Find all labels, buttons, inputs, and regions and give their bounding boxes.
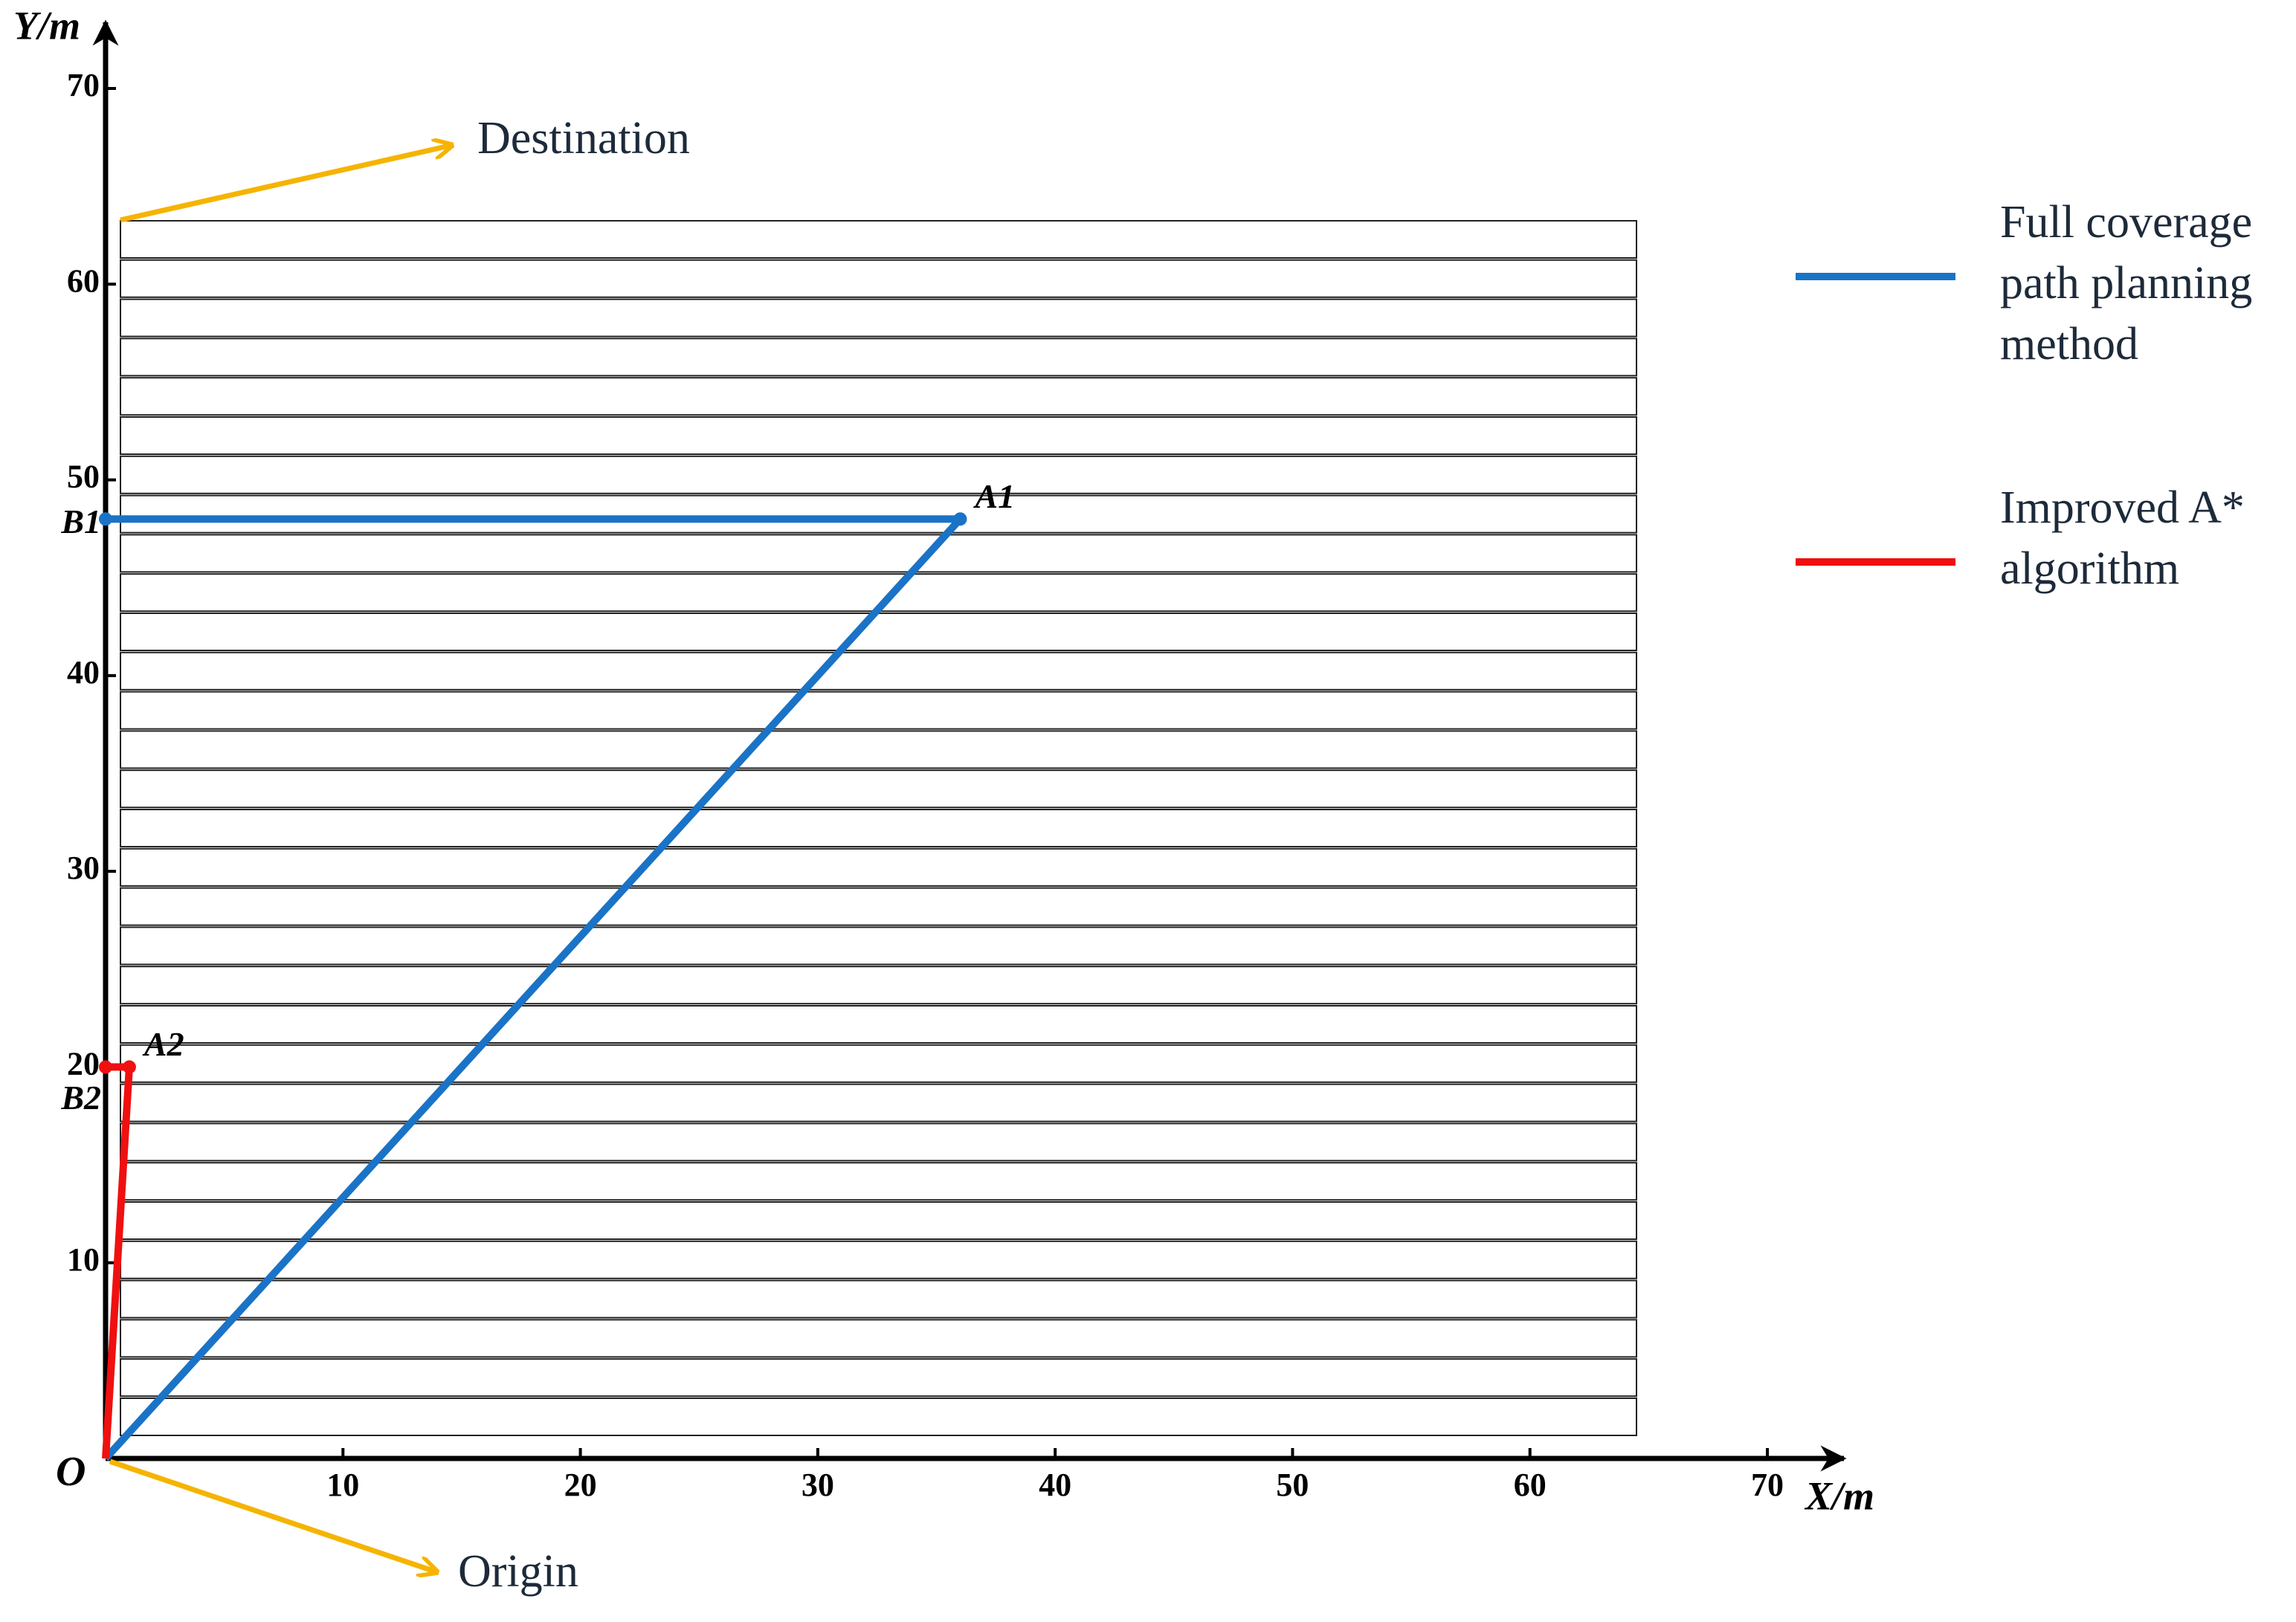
field-strip (120, 730, 1637, 769)
field-strip (120, 613, 1637, 651)
annotation: Destination (477, 113, 690, 164)
field-strip (120, 966, 1637, 1005)
point-label: B1 (60, 503, 101, 540)
x-tick-label: 70 (1751, 1467, 1784, 1503)
point-label: A2 (142, 1025, 184, 1063)
y-tick-label: 60 (67, 262, 100, 299)
vertex-marker (99, 512, 112, 526)
field-strip (120, 1279, 1637, 1319)
field-strip (120, 887, 1637, 926)
field-strip (120, 298, 1637, 337)
field-strip (120, 1358, 1637, 1398)
field-strip (120, 377, 1637, 416)
field-strip (120, 494, 1637, 534)
x-tick-label: 40 (1039, 1467, 1071, 1503)
annotation-arrow (109, 1458, 435, 1571)
field-strip (120, 1005, 1637, 1044)
point-label: B2 (60, 1079, 101, 1117)
x-tick-label: 20 (564, 1467, 597, 1503)
annotation: Origin (458, 1546, 578, 1597)
field-strip (120, 416, 1637, 455)
y-tick-label: 70 (67, 67, 100, 103)
y-tick-label: 10 (67, 1241, 100, 1278)
y-tick-label: 30 (67, 850, 100, 886)
field-strip (120, 1319, 1637, 1358)
field-strip (120, 534, 1637, 573)
y-tick-label: 40 (67, 654, 100, 691)
field-strip (120, 847, 1637, 887)
field-strip (120, 1398, 1637, 1436)
field-strip (120, 809, 1637, 847)
vertex-marker (953, 512, 967, 526)
field-strips (120, 220, 1637, 1436)
field-strip (120, 651, 1637, 691)
field-strip (120, 1240, 1637, 1279)
x-tick-label: 50 (1276, 1467, 1309, 1503)
vertex-marker (99, 1060, 112, 1074)
field-strip (120, 1083, 1637, 1122)
legend-label: Full coverage path planning method (2000, 197, 2253, 369)
x-axis-label: X/m (1804, 1473, 1874, 1518)
field-strip (120, 769, 1637, 809)
annotation-arrow (120, 146, 450, 223)
x-tick-label: 30 (802, 1467, 834, 1503)
y-tick-label: 20 (67, 1046, 100, 1082)
field-strip (120, 1122, 1637, 1162)
point-label: A1 (973, 477, 1015, 515)
field-strip (120, 926, 1637, 966)
field-strip (120, 259, 1637, 298)
origin-label: O (56, 1449, 86, 1495)
x-tick-label: 10 (326, 1467, 359, 1503)
legend-label: Improved A* algorithm (2000, 482, 2245, 594)
field-strip (120, 1044, 1637, 1083)
y-tick-label: 50 (67, 459, 100, 495)
x-tick-label: 60 (1514, 1467, 1547, 1503)
vertex-marker (122, 1060, 136, 1074)
field-strip (120, 220, 1637, 259)
field-strip (120, 455, 1637, 494)
field-strip (120, 691, 1637, 730)
field-strip (120, 1201, 1637, 1240)
y-axis-label: Y/m (13, 3, 80, 48)
field-strip (120, 337, 1637, 377)
